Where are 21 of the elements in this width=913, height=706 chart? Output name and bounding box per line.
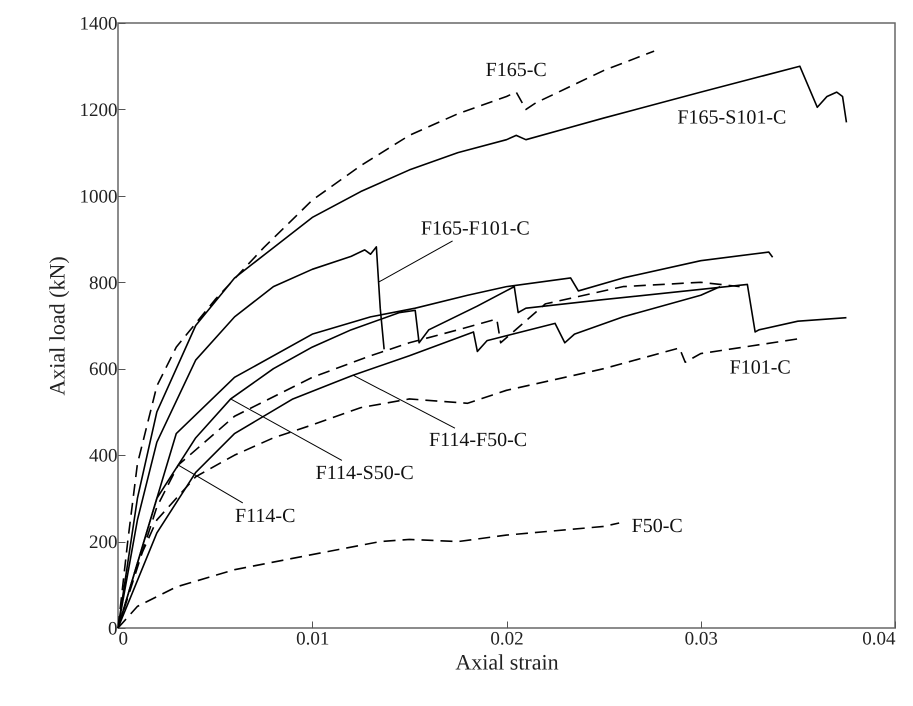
x-axis-title: Axial strain [455, 650, 559, 674]
y-tick-label: 800 [89, 272, 118, 294]
y-tick-label: 1400 [80, 14, 118, 34]
x-tick-label: 0.01 [296, 628, 330, 650]
annotation: F114-S50-C [316, 462, 414, 484]
annotation: F114-C [235, 505, 296, 528]
x-tick-label: 0.04 [862, 628, 896, 650]
annotation: F165-S101-C [677, 106, 786, 129]
annotation: F165-F101-C [420, 217, 530, 240]
annotation: F114-F50-C [428, 429, 528, 452]
x-tick-label: 0.03 [684, 628, 718, 650]
y-tick-label: 600 [89, 359, 118, 380]
annotation: F50-C [632, 514, 683, 537]
y-tick-label: 200 [89, 532, 118, 554]
annotation: F101-C [730, 356, 791, 379]
y-tick-label: 1000 [80, 186, 118, 208]
annotation: F165-C [486, 59, 547, 82]
y-tick-label: 1200 [80, 100, 118, 121]
y-axis-title: Axial load (kN) [44, 256, 70, 396]
y-tick-label: 400 [89, 446, 118, 467]
x-tick-label: 0.02 [490, 628, 524, 650]
